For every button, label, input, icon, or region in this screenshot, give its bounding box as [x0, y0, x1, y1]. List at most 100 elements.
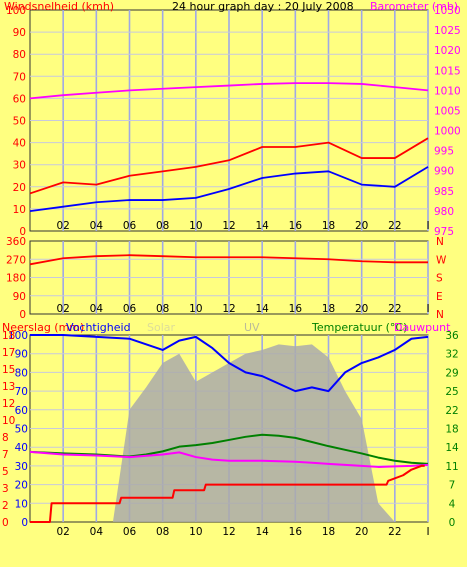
x-tick-label: 20: [355, 526, 368, 538]
x-tick-label: 10: [189, 526, 202, 538]
rain-tick-label: 8: [2, 432, 9, 444]
humidity-tick-label: 70: [15, 386, 28, 398]
x-tick-label: 06: [123, 220, 137, 232]
temperature-tick-label: 22: [445, 405, 458, 417]
x-tick-label: 08: [156, 220, 169, 232]
barometer-tick-label: 995: [434, 146, 454, 158]
humidity-line: [30, 334, 429, 393]
direction-tick-label: 360: [6, 236, 26, 248]
rain-axis-title: Neerslag (mm): [2, 321, 84, 334]
wind-tick-label: 70: [13, 71, 26, 83]
x-tick-label: 10: [189, 220, 202, 232]
x-tick-label: 10: [189, 303, 202, 315]
rain-line: [30, 464, 425, 523]
temperature-tick-label: 29: [445, 367, 458, 379]
barometer-tick-label: 1020: [434, 45, 461, 57]
x-tick-label: 14: [255, 220, 269, 232]
direction-tick-label: 180: [6, 273, 26, 285]
uv-label: UV: [244, 321, 260, 334]
temperature-tick-label: 0: [449, 517, 456, 529]
x-tick-label: 18: [322, 526, 335, 538]
humidity-tick-label: 0: [21, 517, 28, 529]
direction-tick-label: 0: [19, 309, 26, 321]
x-tick-label: 16: [289, 526, 303, 538]
temperature-tick-label: 14: [445, 442, 459, 454]
humidity-temperature-panel: Neerslag (mm) Vochtigheid Solar UV Tempe…: [2, 321, 459, 538]
humidity-tick-label: 20: [15, 480, 28, 492]
x-tick-label: 12: [222, 220, 235, 232]
wind-tick-label: 20: [13, 182, 26, 194]
wind-speed-line: [29, 166, 429, 213]
barometer-tick-label: 990: [434, 166, 454, 178]
barometer-tick-label: 1025: [434, 25, 461, 37]
humidity-tick-label: 80: [15, 367, 28, 379]
rain-tick-label: 5: [2, 466, 9, 478]
temperature-tick-label: 4: [449, 498, 456, 510]
wind-axis-title: Windsnelheid (kmh): [4, 0, 114, 13]
direction-tick-label: 90: [13, 291, 26, 303]
humidity-tick-label: 100: [8, 330, 28, 342]
barometer-tick-label: 975: [434, 226, 454, 238]
x-tick-label: 08: [156, 526, 169, 538]
rain-tick-label: 13: [2, 381, 15, 393]
compass-label: E: [436, 291, 443, 303]
barometer-axis-title: Barometer (mb): [370, 0, 458, 13]
x-tick-label: 22: [388, 303, 401, 315]
wind-tick-label: 100: [6, 5, 26, 17]
temperature-tick-label: 7: [449, 480, 456, 492]
wind-tick-label: 0: [19, 226, 26, 238]
solar-area: [30, 344, 428, 522]
rain-tick-label: 3: [2, 483, 9, 495]
rain-tick-label: 15: [2, 364, 15, 376]
x-tick-label: 04: [90, 303, 104, 315]
wind-tick-label: 90: [13, 27, 26, 39]
barometer-tick-label: 985: [434, 186, 454, 198]
x-tick-label: 14: [255, 303, 269, 315]
x-tick-label: 04: [90, 220, 104, 232]
humidity-tick-label: 30: [15, 461, 28, 473]
barometer-tick-label: 1015: [434, 65, 461, 77]
wind-tick-label: 80: [13, 49, 26, 61]
rain-tick-label: 2: [2, 500, 9, 512]
wind-gust-line: [29, 137, 429, 195]
wind-tick-label: 10: [13, 204, 26, 216]
rain-tick-label: 0: [2, 517, 9, 529]
x-tick-label: 22: [388, 220, 401, 232]
humidity-label: Vochtigheid: [66, 321, 131, 334]
x-tick-label: 20: [355, 303, 368, 315]
x-tick-label: 02: [56, 526, 69, 538]
x-tick-label: 02: [56, 303, 69, 315]
wind-tick-label: 40: [13, 138, 26, 150]
x-tick-label: 16: [289, 303, 303, 315]
wind-barometer-panel: Windsnelheid (kmh) 24 hour graph day : 2…: [4, 0, 461, 238]
temperature-tick-label: 32: [445, 349, 458, 361]
humidity-tick-label: 90: [15, 349, 28, 361]
rain-tick-label: 12: [2, 398, 15, 410]
wind-direction-line: [29, 254, 428, 266]
humidity-tick-label: 40: [15, 442, 28, 454]
temperature-tick-label: 36: [445, 330, 459, 342]
dewpoint-line: [29, 450, 429, 468]
rain-tick-label: 18: [2, 330, 15, 342]
barometer-tick-label: 1005: [434, 105, 461, 117]
wind-tick-label: 50: [13, 116, 26, 128]
barometer-tick-label: 980: [434, 206, 454, 218]
x-tick-label: 18: [322, 220, 335, 232]
barometer-tick-label: 1000: [434, 126, 461, 138]
x-tick-label: 12: [222, 526, 235, 538]
temperature-tick-label: 25: [445, 386, 458, 398]
x-tick-label: 20: [355, 220, 368, 232]
wind-tick-label: 30: [13, 160, 26, 172]
temperature-tick-label: 18: [445, 424, 458, 436]
humidity-tick-label: 50: [15, 424, 28, 436]
temperature-tick-label: 11: [445, 461, 458, 473]
humidity-tick-label: 10: [15, 498, 28, 510]
barometer-tick-label: 1010: [434, 85, 461, 97]
barometer-tick-label: 1030: [434, 5, 461, 17]
rain-tick-label: 17: [2, 347, 15, 359]
x-tick-label: 16: [289, 220, 303, 232]
x-tick-label: I: [426, 303, 429, 315]
humidity-tick-label: 60: [15, 405, 28, 417]
